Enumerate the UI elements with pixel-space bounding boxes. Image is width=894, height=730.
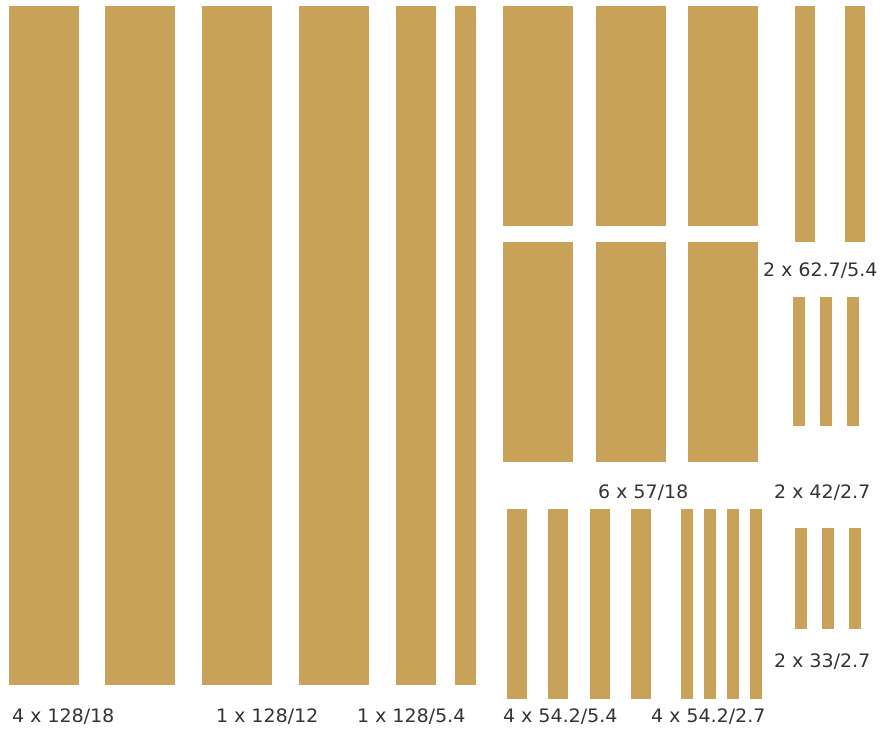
piece-33x2.7 xyxy=(822,528,834,629)
piece-128x12 xyxy=(396,6,436,685)
piece-33x2.7 xyxy=(849,528,861,629)
piece-128x18 xyxy=(9,6,79,685)
piece-54.2x2.7 xyxy=(704,509,716,699)
group-label: 4 x 54.2/5.4 xyxy=(503,707,617,726)
piece-128x18 xyxy=(202,6,272,685)
group-label: 2 x 62.7/5.4 xyxy=(763,261,877,280)
piece-62.7x5.4 xyxy=(845,6,865,242)
piece-57x18 xyxy=(596,6,666,226)
piece-54.2x5.4 xyxy=(507,509,527,699)
piece-54.2x2.7 xyxy=(727,509,739,699)
piece-57x18 xyxy=(503,6,573,226)
piece-128x18 xyxy=(299,6,369,685)
piece-57x18 xyxy=(688,6,758,226)
piece-42x2.7 xyxy=(793,297,805,426)
group-label: 6 x 57/18 xyxy=(598,483,688,502)
group-label: 4 x 54.2/2.7 xyxy=(651,707,765,726)
piece-33x2.7 xyxy=(795,528,807,629)
piece-62.7x5.4 xyxy=(795,6,815,242)
piece-128x18 xyxy=(105,6,175,685)
piece-42x2.7 xyxy=(847,297,859,426)
group-label: 1 x 128/12 xyxy=(216,707,318,726)
piece-42x2.7 xyxy=(820,297,832,426)
piece-57x18 xyxy=(596,242,666,462)
piece-57x18 xyxy=(503,242,573,462)
piece-54.2x5.4 xyxy=(590,509,610,699)
piece-57x18 xyxy=(688,242,758,462)
piece-54.2x5.4 xyxy=(548,509,568,699)
group-label: 4 x 128/18 xyxy=(12,707,114,726)
group-label: 2 x 42/2.7 xyxy=(774,483,870,502)
piece-54.2x5.4 xyxy=(631,509,651,699)
piece-54.2x2.7 xyxy=(750,509,762,699)
piece-128x5.4 xyxy=(455,6,476,685)
piece-54.2x2.7 xyxy=(681,509,693,699)
group-label: 1 x 128/5.4 xyxy=(357,707,465,726)
group-label: 2 x 33/2.7 xyxy=(774,652,870,671)
